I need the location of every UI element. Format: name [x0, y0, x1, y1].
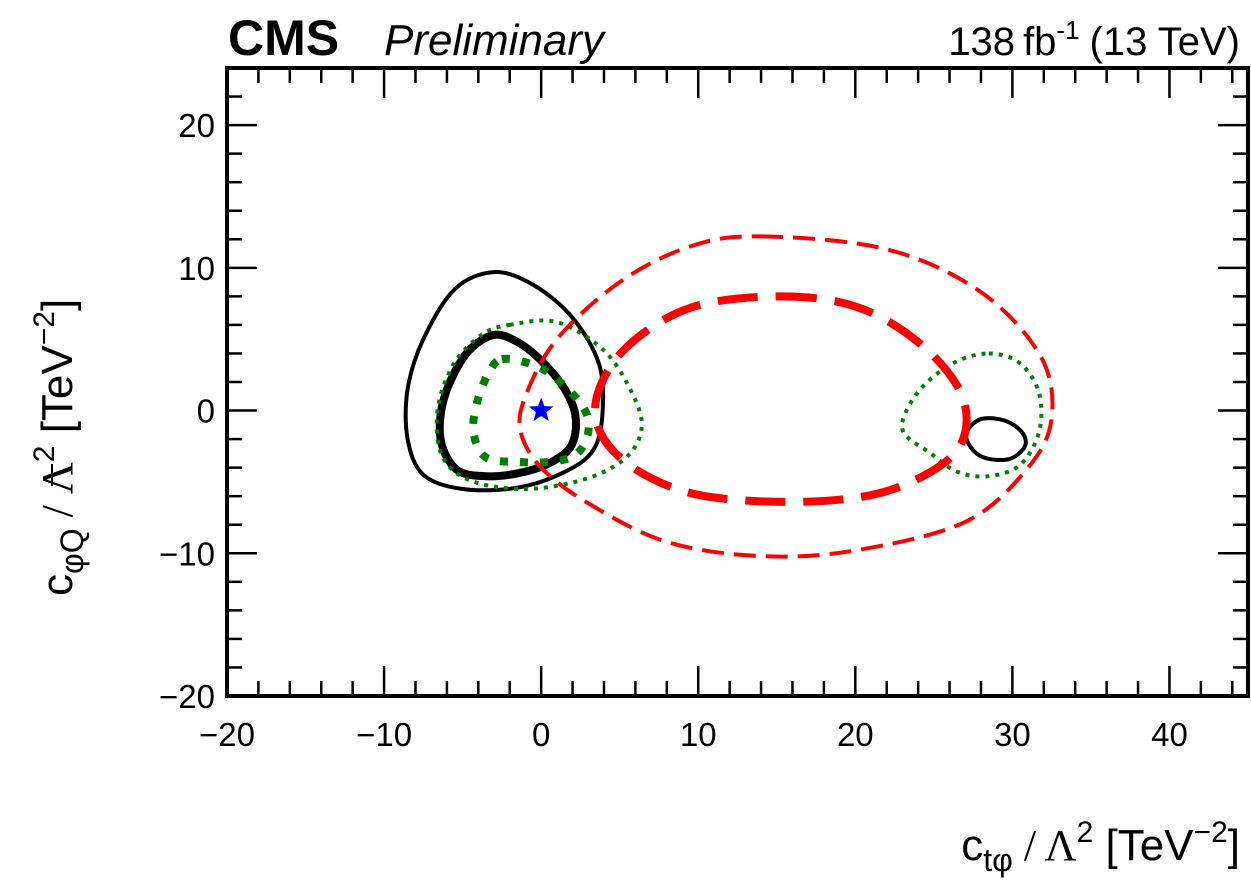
- experiment-label: CMS: [228, 10, 339, 66]
- x-axis-coef: c: [961, 821, 983, 870]
- x-tick-label: 10: [680, 716, 717, 753]
- tick-layer: −20 −10 0 10 20 30 40 −20 −10 0 10 20: [159, 66, 1248, 753]
- x-tick-label: −20: [199, 716, 255, 753]
- x-tick-label: 0: [532, 716, 550, 753]
- x-tick-label: 40: [1151, 716, 1188, 753]
- plot-frame: [225, 66, 1250, 698]
- y-axis-title: cφQ / Λ2 [TeV−2]: [28, 299, 90, 596]
- y-axis-unit: [TeV: [33, 345, 82, 446]
- y-axis-coef: c: [33, 574, 82, 596]
- x-tick-label: 20: [837, 716, 874, 753]
- lumi-value: 138: [948, 20, 1015, 64]
- x-axis-title: ctφ / Λ2 [TeV−2]: [961, 816, 1240, 878]
- y-tick-label: 20: [178, 107, 215, 144]
- x-tick-label: −10: [356, 716, 412, 753]
- best-fit-star-marker: [528, 397, 554, 422]
- x-axis-close: ]: [1228, 821, 1240, 870]
- contour-layer: [403, 234, 1055, 559]
- contour-solid-thin-2: [964, 416, 1028, 463]
- lumi-label: 138 fb-1 (13 TeV): [948, 15, 1240, 64]
- contour-dotted-thin-5: [900, 351, 1044, 479]
- y-tick-label: 0: [197, 393, 215, 430]
- y-axis-unit-exp: −2: [28, 311, 61, 345]
- x-axis-lambda: / Λ: [1013, 821, 1077, 870]
- y-tick-label: −20: [159, 678, 215, 715]
- y-axis-subscript: φQ: [54, 528, 90, 574]
- contour-dotted-thick-3: [469, 354, 593, 467]
- lumi-unit: fb: [1023, 20, 1056, 64]
- status-label: Preliminary: [384, 16, 607, 65]
- x-axis-subscript: tφ: [983, 842, 1013, 878]
- y-tick-label: 10: [178, 250, 215, 287]
- y-tick-label: −10: [159, 535, 215, 572]
- contour-dashed-thin-7: [517, 234, 1055, 559]
- energy-label: (13 TeV): [1090, 20, 1240, 64]
- marker-layer: [528, 397, 554, 422]
- y-axis-lambda-sq: 2: [28, 446, 61, 463]
- y-axis-lambda: / Λ: [33, 462, 82, 528]
- y-axis-close: ]: [33, 299, 82, 311]
- x-axis-lambda-sq: 2: [1077, 816, 1094, 849]
- contour-dashed-thick-6: [591, 292, 971, 506]
- x-axis-unit-exp: −2: [1194, 816, 1228, 849]
- x-axis-unit: [TeV: [1093, 821, 1194, 870]
- contour-dotted-thin-4: [434, 318, 644, 492]
- x-tick-label: 30: [994, 716, 1031, 753]
- lumi-exponent: -1: [1056, 15, 1079, 45]
